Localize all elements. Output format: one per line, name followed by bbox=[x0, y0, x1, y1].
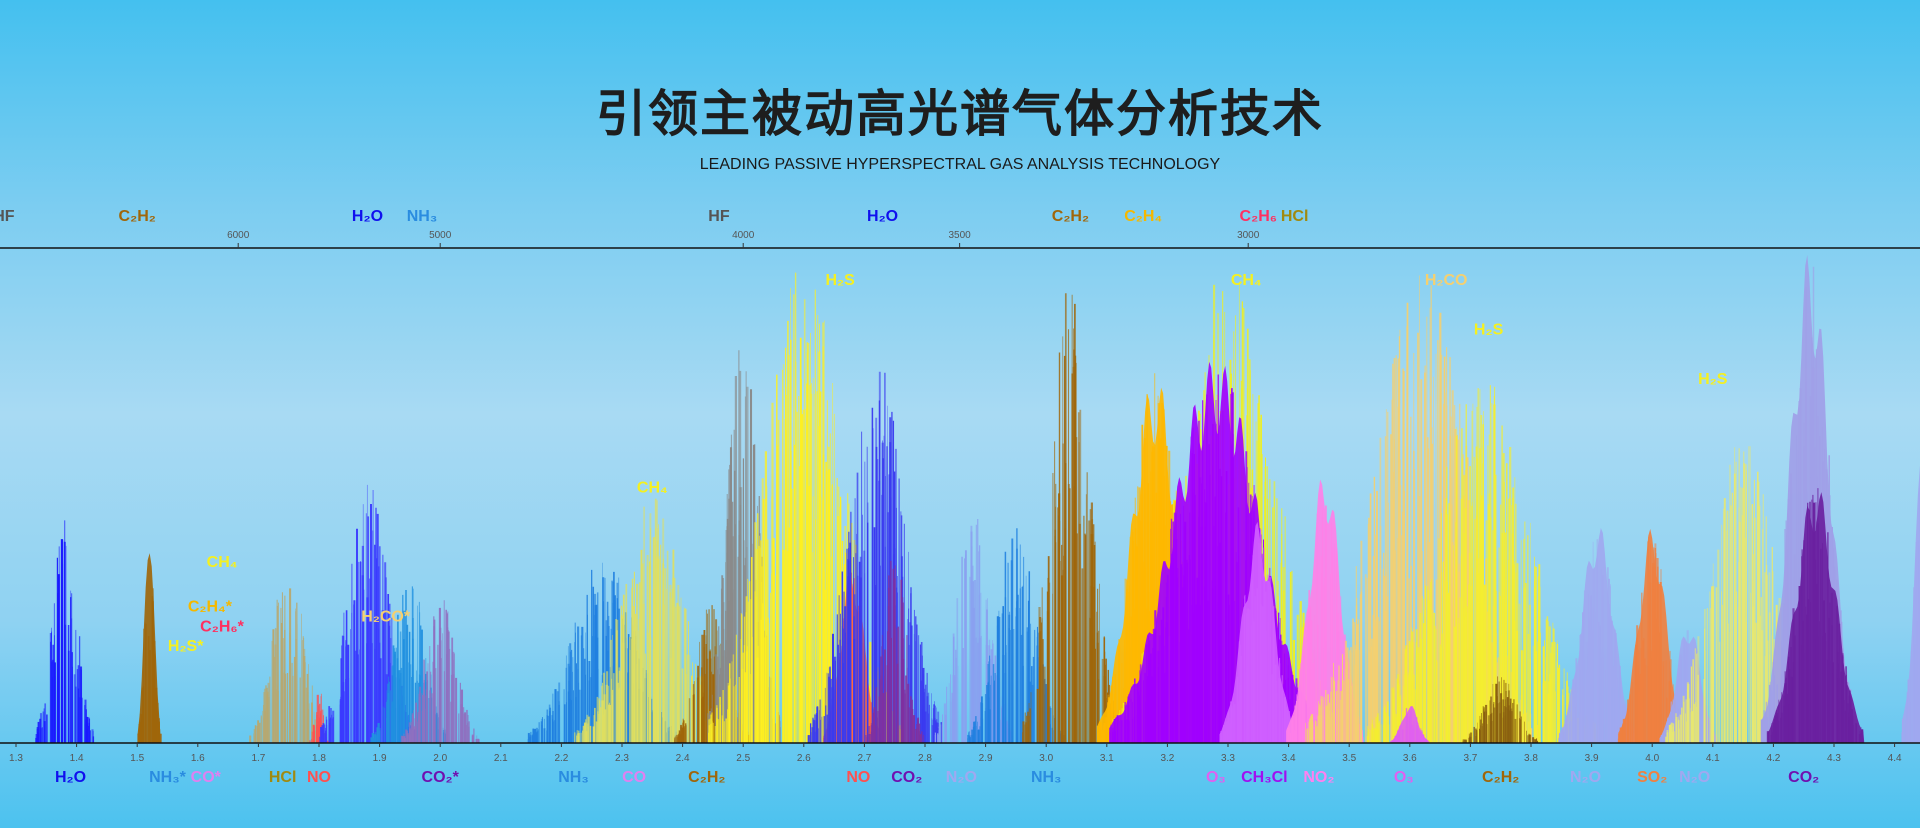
spectral-bands bbox=[35, 254, 1920, 743]
band-h2o bbox=[35, 520, 95, 743]
band-co2 bbox=[400, 600, 480, 743]
band-co2 bbox=[865, 560, 925, 743]
axes: 1.3 1.4 1.5 1.6 1.7 1.8 1.9 2.0 2.1 2.2 2.3 2.4 2.5 2… bbox=[0, 230, 1920, 764]
band-c2h2 bbox=[1021, 293, 1120, 743]
band-n2o bbox=[1901, 465, 1920, 743]
page-title: 引领主被动高光谱气体分析技术 bbox=[596, 85, 1324, 143]
band-c2h2 bbox=[137, 553, 162, 743]
band-h2s bbox=[1366, 385, 1599, 743]
band-c2h2 bbox=[1462, 676, 1539, 743]
band-ch3cl bbox=[1219, 521, 1298, 743]
tick-label: 1.4 bbox=[70, 753, 84, 764]
band-so2 bbox=[1617, 528, 1687, 743]
page-subtitle: LEADING PASSIVE HYPERSPECTRAL GAS ANALYS… bbox=[699, 156, 1221, 173]
tick-label: 1.6 bbox=[191, 753, 205, 764]
band-h2s bbox=[708, 272, 901, 743]
tick-label: 1.3 bbox=[9, 753, 23, 764]
band-ch4 bbox=[574, 498, 731, 743]
band-co2 bbox=[1766, 488, 1865, 743]
band-o3 bbox=[1390, 706, 1430, 743]
band-hcl bbox=[249, 588, 328, 743]
band-n2o bbox=[1558, 527, 1637, 743]
tick-label: 1.7 bbox=[251, 753, 265, 764]
tick-label: 1.5 bbox=[130, 753, 144, 764]
